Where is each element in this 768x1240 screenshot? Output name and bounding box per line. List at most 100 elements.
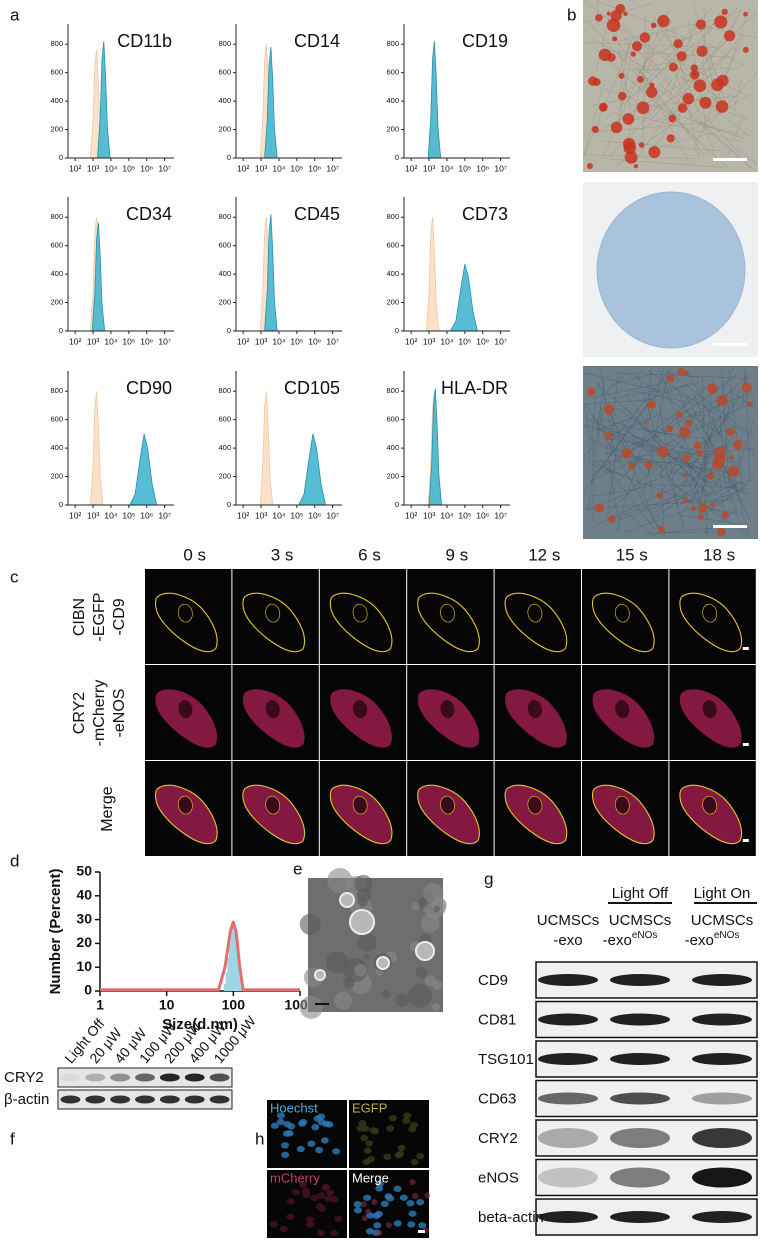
nucleus xyxy=(393,1185,402,1193)
texture xyxy=(676,75,736,98)
histogram-title: CD34 xyxy=(126,204,172,224)
texture xyxy=(592,442,684,477)
stain xyxy=(623,11,628,17)
membrane xyxy=(417,592,480,653)
signal xyxy=(412,1193,419,1200)
texture xyxy=(354,874,373,893)
texture xyxy=(356,887,372,903)
texture xyxy=(682,108,700,125)
stain xyxy=(690,506,696,512)
vesicle xyxy=(415,941,435,961)
nucleus xyxy=(353,1206,362,1214)
stain xyxy=(666,374,675,383)
y-axis-title: Number (Percent) xyxy=(47,869,64,995)
y-tick-label: 200 xyxy=(50,125,63,134)
x-tick-label: 10³ xyxy=(423,510,435,520)
row-label: -eNOS xyxy=(111,689,128,738)
y-tick-label: 800 xyxy=(218,212,231,221)
cell xyxy=(505,689,567,748)
bar xyxy=(230,931,234,991)
x-tick-label: 10³ xyxy=(255,510,267,520)
row-label: β-actin xyxy=(4,1091,49,1108)
texture xyxy=(651,426,731,472)
x-tick-label: 10⁷ xyxy=(494,510,507,520)
nucleus xyxy=(315,1146,324,1154)
time-label: 0 s xyxy=(183,545,206,564)
bar xyxy=(239,983,243,991)
stain xyxy=(618,72,625,79)
membrane xyxy=(154,784,218,845)
texture xyxy=(656,33,682,88)
y-tick-label: 200 xyxy=(50,298,63,307)
cell xyxy=(330,689,392,748)
stain xyxy=(728,454,734,461)
band xyxy=(610,1092,670,1105)
texture xyxy=(586,154,695,159)
y-tick-label: 400 xyxy=(386,269,399,278)
texture xyxy=(334,991,353,1010)
texture xyxy=(700,72,758,134)
nucleus xyxy=(178,700,193,719)
nucleus xyxy=(286,1213,295,1221)
x-tick-label: 10⁶ xyxy=(140,163,153,173)
time-label: 3 s xyxy=(271,545,294,564)
fluorescence-image xyxy=(267,1100,347,1168)
panel-label: a xyxy=(10,5,20,24)
histogram-title: CD105 xyxy=(284,378,340,398)
stain xyxy=(657,525,666,533)
nucleus xyxy=(418,1222,427,1229)
texture xyxy=(658,402,679,508)
histogram-area xyxy=(425,217,440,332)
stain xyxy=(599,103,608,112)
stain xyxy=(610,121,623,134)
nucleus xyxy=(265,700,280,719)
membrane-inner xyxy=(614,795,630,815)
cell-body xyxy=(155,689,218,748)
y-tick-label: 200 xyxy=(218,472,231,481)
x-tick-label: 10⁶ xyxy=(476,336,489,346)
band xyxy=(538,1211,598,1223)
cell xyxy=(679,784,743,845)
bar xyxy=(227,957,230,991)
texture xyxy=(640,91,711,130)
nucleus xyxy=(397,1144,406,1152)
bar xyxy=(238,971,241,991)
stain xyxy=(677,103,688,113)
histogram-title: CD19 xyxy=(462,31,508,51)
stain xyxy=(676,411,684,418)
cell xyxy=(417,592,480,653)
texture xyxy=(645,527,713,535)
x-tick-label: 10⁴ xyxy=(104,163,117,173)
nucleus xyxy=(527,796,542,815)
stain xyxy=(627,462,636,470)
texture xyxy=(597,384,710,485)
stain xyxy=(630,51,636,57)
y-tick-label: 800 xyxy=(218,386,231,395)
stain xyxy=(595,14,603,22)
texture xyxy=(630,372,727,440)
y-tick-label: 0 xyxy=(395,500,399,509)
band xyxy=(110,1073,131,1082)
nucleus xyxy=(406,1199,415,1207)
stain xyxy=(649,82,655,88)
column-label-part: -exo xyxy=(603,932,632,949)
texture xyxy=(431,1003,440,1012)
nucleus xyxy=(394,1152,403,1159)
y-tick-label: 50 xyxy=(76,863,92,879)
texture xyxy=(643,69,671,86)
panel-label: e xyxy=(293,859,302,878)
nucleus xyxy=(409,1121,418,1129)
x-tick-label: 10⁴ xyxy=(104,336,117,346)
x-tick-label: 10² xyxy=(405,163,417,173)
nucleus xyxy=(407,1221,416,1228)
membrane-inner xyxy=(177,603,193,623)
band xyxy=(184,1073,205,1082)
nucleus xyxy=(362,1158,371,1165)
histogram-area xyxy=(297,433,326,506)
cell-body xyxy=(505,689,567,748)
y-tick-label: 800 xyxy=(50,386,63,395)
histogram-title: CD11b xyxy=(117,31,172,51)
row-label: CRY2 xyxy=(71,692,88,734)
band xyxy=(692,1128,752,1148)
